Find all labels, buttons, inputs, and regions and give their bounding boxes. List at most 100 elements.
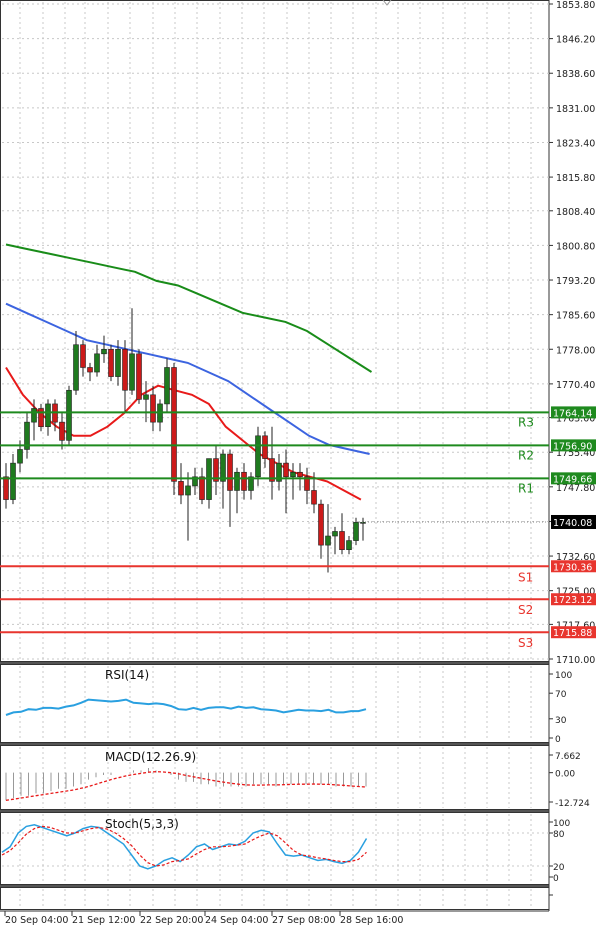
candle-body [360, 522, 366, 524]
y-tick-label: 1778.00 [556, 345, 595, 356]
level-price-tag [551, 560, 596, 573]
current-price-value: 1740.08 [553, 518, 592, 529]
level-label-s2: S2 [518, 603, 533, 617]
y-tick-label: 1808.40 [556, 207, 595, 218]
candle-body [185, 485, 191, 496]
candle-body [73, 344, 79, 391]
candle-body [129, 353, 135, 391]
y-tick-label: 1755.40 [556, 448, 595, 459]
y-tick-label: 1853.80 [556, 0, 595, 11]
level-price-tag [551, 472, 596, 485]
y-tick-label: 1823.40 [556, 138, 595, 149]
candle-body [290, 471, 296, 478]
candle-body [94, 353, 100, 373]
y-tick-label: 1747.80 [556, 483, 595, 494]
macd-signal-line [5, 771, 367, 801]
rsi-y-tick-label: 0 [555, 735, 561, 745]
shift-marker-icon [382, 0, 392, 6]
candle-body [31, 408, 37, 423]
level-price-value: 1756.90 [553, 441, 592, 452]
candle-body [220, 453, 226, 482]
y-tick-label: 1717.60 [556, 620, 595, 631]
candle-body [332, 531, 338, 537]
candle-body [10, 462, 16, 500]
x-tick-label: 27 Sep 08:00 [272, 915, 335, 926]
stoch-d-line [1, 825, 367, 867]
candle-body [241, 471, 247, 491]
level-label-r3: R3 [518, 415, 534, 429]
y-tick-label: 1846.20 [556, 35, 595, 46]
candle-body [122, 348, 128, 391]
y-tick-label: 1793.20 [556, 276, 595, 287]
y-tick-label: 1815.80 [556, 173, 595, 184]
rsi-title: RSI(14) [105, 668, 149, 682]
rsi-y-tick-label: 30 [555, 716, 567, 726]
rsi-line [5, 698, 367, 716]
candle-body [150, 394, 156, 423]
level-price-tag [551, 593, 596, 606]
candle-body [101, 348, 107, 355]
candle-body [339, 531, 345, 550]
level-price-value: 1715.88 [553, 628, 592, 639]
y-tick-label: 1770.40 [556, 380, 595, 391]
candle-body [108, 348, 114, 377]
candle-body [353, 522, 359, 541]
x-tick-label: 22 Sep 20:00 [140, 915, 203, 926]
y-tick-label: 1831.00 [556, 104, 595, 115]
candle-body [45, 403, 51, 427]
candle-body [80, 344, 86, 368]
level-label-s1: S1 [518, 570, 533, 584]
candle-body [213, 458, 219, 482]
candle-body [248, 476, 254, 491]
candle-body [66, 389, 72, 441]
candle-body [136, 353, 142, 400]
macd-y-tick-label: 0.00 [555, 770, 575, 780]
candle-body [304, 476, 310, 491]
candle-body [269, 458, 275, 482]
level-price-value: 1749.66 [553, 474, 592, 485]
candle-body [276, 462, 282, 482]
candle-body [87, 367, 93, 373]
ma-blue-line [5, 302, 370, 455]
candle-body [38, 408, 44, 427]
y-tick-label: 1785.60 [556, 311, 595, 322]
level-label-s3: S3 [518, 636, 533, 650]
stoch-title: Stoch(5,3,3) [105, 817, 179, 831]
current-price-tag [551, 514, 596, 529]
candle-body [59, 421, 65, 441]
macd-title: MACD(12.26.9) [105, 750, 196, 764]
ma-green-line [5, 243, 373, 373]
candle-body [255, 435, 261, 478]
y-tick-label: 1763.00 [556, 414, 595, 425]
level-label-r2: R2 [518, 448, 534, 462]
level-price-value: 1730.36 [553, 562, 592, 573]
rsi-panel-frame [0, 664, 550, 743]
level-price-value: 1723.12 [553, 595, 592, 606]
stoch-k-line [1, 824, 368, 870]
candle-body [311, 490, 317, 505]
candle-body [318, 503, 324, 546]
stoch-y-tick-label: 100 [553, 819, 570, 829]
candle-body [192, 476, 198, 487]
stoch-panel-frame [0, 812, 550, 885]
macd-y-tick-label: 7.662 [555, 752, 581, 762]
x-tick-label: 28 Sep 16:00 [340, 915, 403, 926]
candle-body [227, 453, 233, 491]
level-price-tag [551, 439, 596, 452]
candle-body [199, 476, 205, 500]
candle-body [171, 367, 177, 482]
candle-body [234, 471, 240, 491]
candle-body [24, 421, 30, 450]
candle-body [325, 535, 331, 546]
y-tick-label: 1725.00 [556, 587, 595, 598]
candle-body [178, 481, 184, 496]
stoch-y-tick-label: 80 [553, 830, 565, 840]
candle-body [17, 449, 23, 464]
level-label-r1: R1 [518, 481, 534, 495]
main-panel-frame [0, 0, 550, 662]
macd-y-tick-label: -12.724 [555, 799, 590, 809]
x-tick-label: 21 Sep 12:00 [72, 915, 135, 926]
level-price-value: 1764.14 [553, 408, 592, 419]
empty-panel-frame [0, 887, 550, 910]
